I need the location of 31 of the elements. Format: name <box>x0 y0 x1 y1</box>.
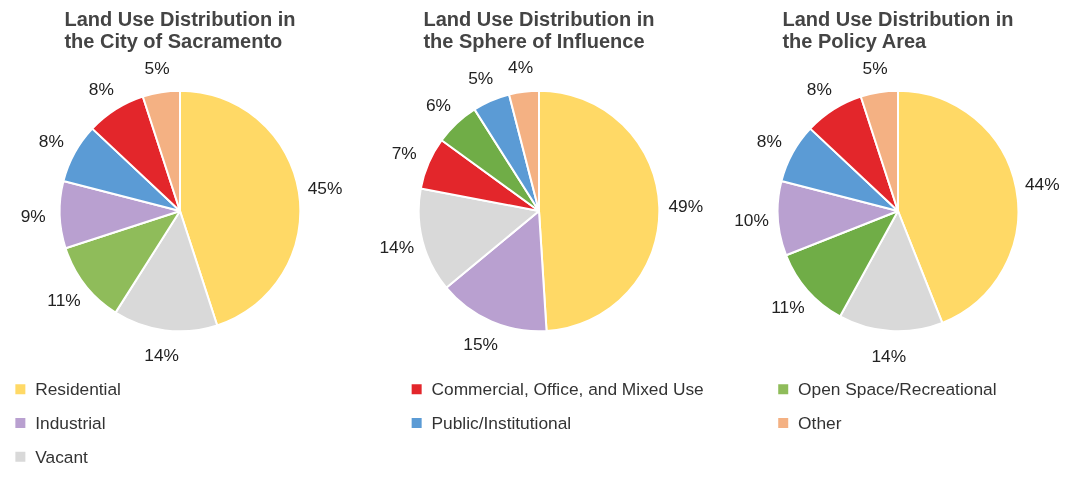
data-label: 6% <box>425 95 452 116</box>
legend-label: Commercial, Office, and Mixed Use <box>431 379 704 400</box>
chart-title: Land Use Distribution in the City of Sacramento <box>64 7 296 52</box>
data-label: 49% <box>668 196 704 217</box>
data-label: 7% <box>391 143 417 164</box>
data-label: 45% <box>307 178 343 199</box>
data-label: 11% <box>47 289 81 310</box>
data-label: 4% <box>508 57 534 78</box>
chart-title: Land Use Distribution in the Sphere of Influence <box>423 7 655 52</box>
data-label: 14% <box>144 344 179 365</box>
legend-label: Public/Institutional <box>431 412 572 433</box>
legend-label: Other <box>798 412 842 433</box>
data-label: 8% <box>88 78 114 99</box>
data-label: 44% <box>1024 173 1060 194</box>
data-label: 5% <box>144 57 170 78</box>
data-label: 8% <box>38 131 64 152</box>
legend-label: Residential <box>35 379 121 400</box>
legend-label: Industrial <box>35 412 106 433</box>
data-label: 11% <box>771 296 805 317</box>
data-label: 8% <box>756 131 782 152</box>
legend-label: Open Space/Recreational <box>798 379 997 400</box>
data-label: 14% <box>871 345 907 366</box>
chart-title: Land Use Distribution in the Policy Area <box>782 7 1014 52</box>
data-label: 14% <box>379 237 415 258</box>
data-label: 5% <box>468 67 494 88</box>
data-label: 8% <box>806 78 832 99</box>
legend-label: Vacant <box>35 446 89 467</box>
data-label: 5% <box>862 57 888 78</box>
data-label: 10% <box>734 210 769 231</box>
data-label: 9% <box>20 205 46 226</box>
data-label: 15% <box>463 334 499 355</box>
